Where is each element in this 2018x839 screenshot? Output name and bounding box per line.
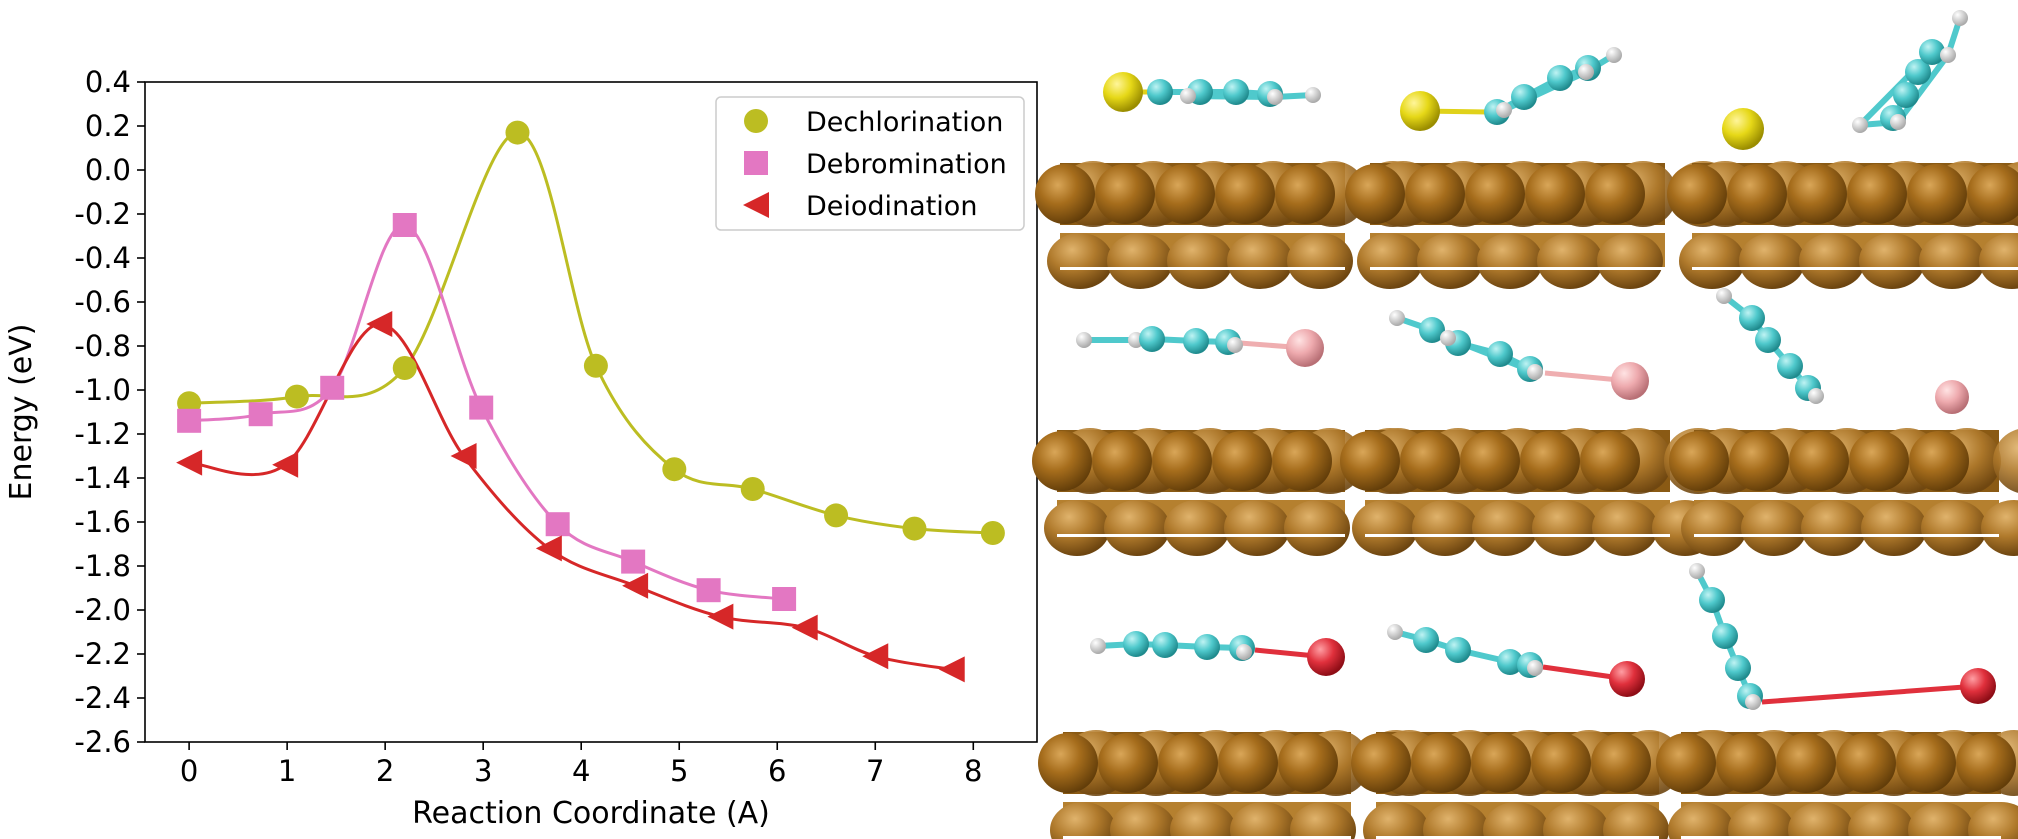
legend-marker-dechlorination <box>744 109 768 133</box>
data-point-dechlorination <box>392 356 417 380</box>
data-point-deiodination <box>938 656 965 683</box>
data-point-deiodination <box>862 643 889 670</box>
snapshot-panel <box>1656 563 2018 839</box>
y-tick-label: 0.4 <box>85 65 131 99</box>
y-tick-label: -1.4 <box>74 461 131 495</box>
x-tick-label: 3 <box>474 754 492 788</box>
y-axis-title: Energy (eV) <box>4 324 39 501</box>
data-point-deiodination <box>272 451 299 478</box>
x-tick-label: 1 <box>278 754 296 788</box>
data-point-debromination <box>621 549 646 574</box>
snapshot-panel <box>1340 310 1732 556</box>
data-point-debromination <box>177 408 202 433</box>
data-point-deiodination <box>450 443 477 469</box>
data-point-dechlorination <box>583 353 608 378</box>
y-tick-label: -2.6 <box>74 725 131 759</box>
snapshot-panel <box>1032 326 1424 556</box>
snapshot-panel <box>1667 10 2018 289</box>
data-point-dechlorination <box>505 120 530 145</box>
x-tick-label: 7 <box>866 754 884 788</box>
snapshot-panel <box>1038 631 1430 839</box>
data-point-debromination <box>320 375 345 400</box>
legend-box <box>715 96 1025 231</box>
snapshot-panel <box>1345 47 1737 289</box>
y-tick-label: -0.8 <box>74 329 131 363</box>
y-tick-label: -1.8 <box>74 549 131 583</box>
data-point-dechlorination <box>902 516 927 541</box>
data-point-debromination <box>772 587 797 611</box>
data-point-dechlorination <box>824 503 849 528</box>
x-tick-label: 5 <box>670 754 688 788</box>
y-tick-label: -2.0 <box>74 593 131 627</box>
y-tick-label: -0.4 <box>74 241 131 275</box>
snapshot-panel <box>1351 624 1743 839</box>
data-point-dechlorination <box>740 477 765 501</box>
y-tick-label: -1.6 <box>74 505 131 539</box>
y-tick-label: -1.2 <box>74 417 131 451</box>
legend-marker-deiodination <box>743 192 769 218</box>
y-tick-label: -2.2 <box>74 637 131 671</box>
legend: Dechlorination Debromination Deiodination <box>715 96 1025 231</box>
legend-label-dechlorination: Dechlorination <box>806 107 1003 138</box>
data-point-debromination <box>469 395 494 420</box>
data-point-deiodination <box>535 535 562 562</box>
axes-frame <box>144 81 1038 743</box>
legend-label-deiodination: Deiodination <box>806 191 977 222</box>
series-markers <box>176 120 1005 683</box>
x-tick-label: 4 <box>572 754 590 788</box>
data-point-debromination <box>696 578 721 603</box>
y-tick-label: 0.0 <box>85 153 131 187</box>
snapshot-panel <box>1669 288 2018 556</box>
y-tick-label: -0.6 <box>74 285 131 319</box>
y-tick-label: -2.4 <box>74 681 131 715</box>
plot-frame <box>144 81 1038 743</box>
y-tick-label: -1.0 <box>74 373 131 407</box>
x-tick-label: 8 <box>964 754 982 788</box>
data-point-debromination <box>545 512 570 537</box>
data-point-dechlorination <box>980 521 1005 545</box>
data-point-deiodination <box>176 449 203 476</box>
x-tick-label: 6 <box>768 754 786 788</box>
energy-profile-chart: 0 1 2 3 4 5 6 7 8 0.4 0.2 0.0 -0.2 -0.4 -0.6 -0.8 -1.0 -1… <box>4 65 1038 831</box>
data-point-debromination <box>392 213 417 237</box>
tick-labels: 0 1 2 3 4 5 6 7 8 0.4 0.2 0.0 -0.2 -0.4 -0.6 -0.8 -1.0 -1… <box>74 65 982 788</box>
x-axis-title: Reaction Coordinate (A) <box>412 796 770 831</box>
series-line-debromination <box>188 223 785 601</box>
data-point-debromination <box>248 402 273 427</box>
legend-marker-debromination <box>744 151 768 175</box>
y-tick-label: -0.2 <box>74 197 131 231</box>
y-tick-label: 0.2 <box>85 109 131 143</box>
data-point-dechlorination <box>284 384 309 409</box>
x-tick-label: 0 <box>180 754 198 788</box>
x-tick-label: 2 <box>376 754 394 788</box>
data-point-deiodination <box>707 603 734 630</box>
legend-label-debromination: Debromination <box>806 149 1007 180</box>
data-point-deiodination <box>791 614 818 641</box>
data-point-deiodination <box>622 572 649 599</box>
data-point-deiodination <box>366 311 393 337</box>
data-point-dechlorination <box>662 457 687 482</box>
